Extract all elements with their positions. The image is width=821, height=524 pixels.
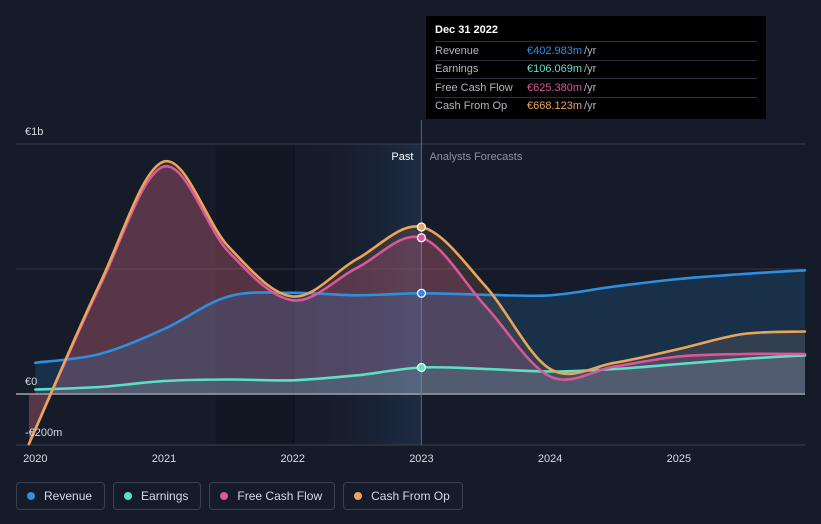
tooltip-row-cash-from-op: Cash From Op €668.123m /yr xyxy=(435,96,757,116)
area-cash-from-op xyxy=(28,161,805,445)
tooltip-value: €625.380m xyxy=(527,81,583,94)
tooltip-date: Dec 31 2022 xyxy=(435,24,498,36)
legend-item-cash-from-op[interactable]: Cash From Op xyxy=(343,482,463,510)
x-axis-tick-label: 2025 xyxy=(667,453,691,465)
marker-cash-from-op xyxy=(416,222,427,232)
tooltip-row-free-cash-flow: Free Cash Flow €625.380m /yr xyxy=(435,78,757,97)
area-earnings xyxy=(35,355,806,394)
area-free-cash-flow xyxy=(28,166,805,445)
line-cash-from-op xyxy=(27,160,807,446)
legend-dot-icon xyxy=(220,492,229,500)
tooltip-value: €402.983m xyxy=(527,44,583,57)
marker-free-cash-flow xyxy=(416,233,427,243)
legend-dot-icon xyxy=(27,492,35,500)
tooltip-value: €106.069m xyxy=(527,63,583,76)
tooltip-label: Earnings xyxy=(435,63,479,76)
x-axis-tick-label: 2020 xyxy=(23,453,47,465)
axis-labels: €1b €0 -€200m 2020 2021 2022 2023 2024 2025 Past A… xyxy=(23,126,691,465)
tooltip-label: Revenue xyxy=(435,44,480,57)
tooltip-value: €668.123m xyxy=(527,100,583,113)
past-band-edge xyxy=(292,144,295,445)
forecast-label: Analysts Forecasts xyxy=(429,151,522,163)
legend-item-free-cash-flow[interactable]: Free Cash Flow xyxy=(209,482,336,510)
y-axis-label: -€200m xyxy=(25,427,62,439)
legend-dot-icon xyxy=(354,492,363,500)
y-axis-label: €0 xyxy=(25,376,37,388)
tooltip-label: Cash From Op xyxy=(435,100,508,113)
line-free-cash-flow xyxy=(27,165,807,446)
chart-legend: Revenue Earnings Free Cash Flow Cash Fro… xyxy=(16,482,463,510)
past-band-dark xyxy=(215,144,293,445)
marker-revenue xyxy=(416,288,427,298)
y-axis-label: €1b xyxy=(25,126,43,138)
tooltip-row-revenue: Revenue €402.983m /yr xyxy=(435,41,757,60)
tooltip-unit: /yr xyxy=(584,44,597,57)
legend-item-earnings[interactable]: Earnings xyxy=(113,482,202,510)
legend-dot-icon xyxy=(124,492,133,500)
legend-label: Cash From Op xyxy=(371,489,450,503)
legend-label: Revenue xyxy=(44,489,93,503)
legend-item-revenue[interactable]: Revenue xyxy=(16,482,106,510)
data-tooltip: Dec 31 2022 Revenue €402.983m /yr Earnin… xyxy=(426,16,766,119)
x-axis-tick-label: 2023 xyxy=(409,453,433,465)
tooltip-row-earnings: Earnings €106.069m /yr xyxy=(435,59,757,79)
past-label: Past xyxy=(391,151,413,163)
tooltip-label: Free Cash Flow xyxy=(435,81,513,94)
legend-label: Free Cash Flow xyxy=(237,489,323,503)
highlight-markers xyxy=(416,222,427,373)
x-axis-tick-label: 2024 xyxy=(538,453,562,465)
tooltip-unit: /yr xyxy=(584,100,597,113)
marker-earnings xyxy=(416,362,427,373)
legend-label: Earnings xyxy=(141,489,189,503)
x-axis-tick-label: 2021 xyxy=(152,453,176,465)
gridlines xyxy=(16,120,805,446)
tooltip-unit: /yr xyxy=(584,63,597,76)
tooltip-unit: /yr xyxy=(584,81,597,94)
x-axis-tick-label: 2022 xyxy=(280,453,304,465)
